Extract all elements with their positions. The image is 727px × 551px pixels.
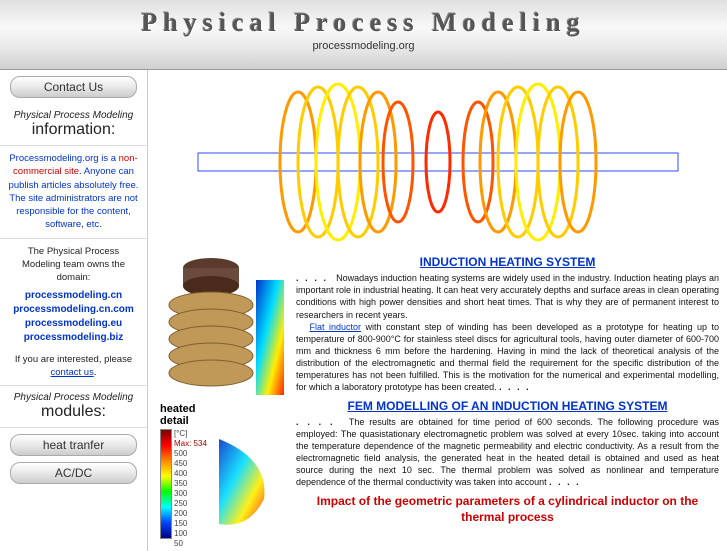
site-title: Physical Process Modeling (0, 8, 727, 38)
heated-detail-label: heateddetail (156, 403, 296, 427)
domain-link[interactable]: processmodeling.eu (8, 317, 139, 331)
legend-colorbar (160, 429, 172, 539)
flat-inductor-link[interactable]: Flat inductor (309, 322, 361, 332)
intro-domain: Processmodeling.org (9, 153, 98, 164)
modules-line1: Physical Process Modeling (8, 392, 139, 403)
site-subtitle: processmodeling.org (0, 40, 727, 52)
article-2-title[interactable]: FEM MODELLING OF AN INDUCTION HEATING SY… (296, 398, 719, 414)
coil-3d-icon (178, 75, 698, 245)
article-1-title[interactable]: INDUCTION HEATING SYSTEM (296, 254, 719, 270)
article-row: heateddetail [°C] Max: 534 500 450 400 3… (148, 250, 727, 551)
article-3-title[interactable]: Impact of the geometric parameters of a … (296, 493, 719, 525)
article-1-para1: . . . . Nowadays induction heating syste… (296, 272, 719, 321)
modules-heading-block: Physical Process Modeling modules: (0, 386, 147, 428)
modules-line2: modules: (8, 403, 139, 421)
contact-us-button[interactable]: Contact Us (10, 76, 137, 98)
article-1-para2: Flat inductor with constant step of wind… (296, 321, 719, 394)
page-layout: Contact Us Physical Process Modeling inf… (0, 70, 727, 551)
article-2-para: . . . . The results are obtained for tim… (296, 416, 719, 489)
domain-link[interactable]: processmodeling.cn.com (8, 303, 139, 317)
domain-link[interactable]: processmodeling.biz (8, 331, 139, 345)
module-heat-transfer[interactable]: heat tranfer (10, 434, 137, 456)
domain-list: processmodeling.cn processmodeling.cn.co… (8, 285, 139, 353)
cylindrical-coil-icon (156, 250, 286, 400)
sidebar-domains-block: The Physical Process Modeling team owns … (0, 239, 147, 386)
module-acdc[interactable]: AC/DC (10, 462, 137, 484)
color-legend: [°C] Max: 534 500 450 400 350 300 250 20… (156, 427, 296, 551)
main-content: heateddetail [°C] Max: 534 500 450 400 3… (148, 70, 727, 551)
articles-column: INDUCTION HEATING SYSTEM . . . . Nowaday… (296, 250, 719, 551)
figure-column: heateddetail [°C] Max: 534 500 450 400 3… (156, 250, 296, 551)
info-line2: information: (8, 121, 139, 139)
info-line1: Physical Process Modeling (8, 110, 139, 121)
thermal-contour-icon (209, 429, 279, 539)
sidebar-intro: Processmodeling.org is a non-commercial … (0, 146, 147, 239)
hero-figure (148, 70, 727, 250)
contact-us-link[interactable]: contact us (51, 367, 94, 378)
domain-link[interactable]: processmodeling.cn (8, 289, 139, 303)
info-heading-block: Physical Process Modeling information: (0, 104, 147, 146)
domain-intro: The Physical Process Modeling team owns … (8, 245, 139, 285)
sidebar: Contact Us Physical Process Modeling inf… (0, 70, 148, 551)
legend-values: [°C] Max: 534 500 450 400 350 300 250 20… (174, 429, 207, 549)
site-header: Physical Process Modeling processmodelin… (0, 0, 727, 70)
